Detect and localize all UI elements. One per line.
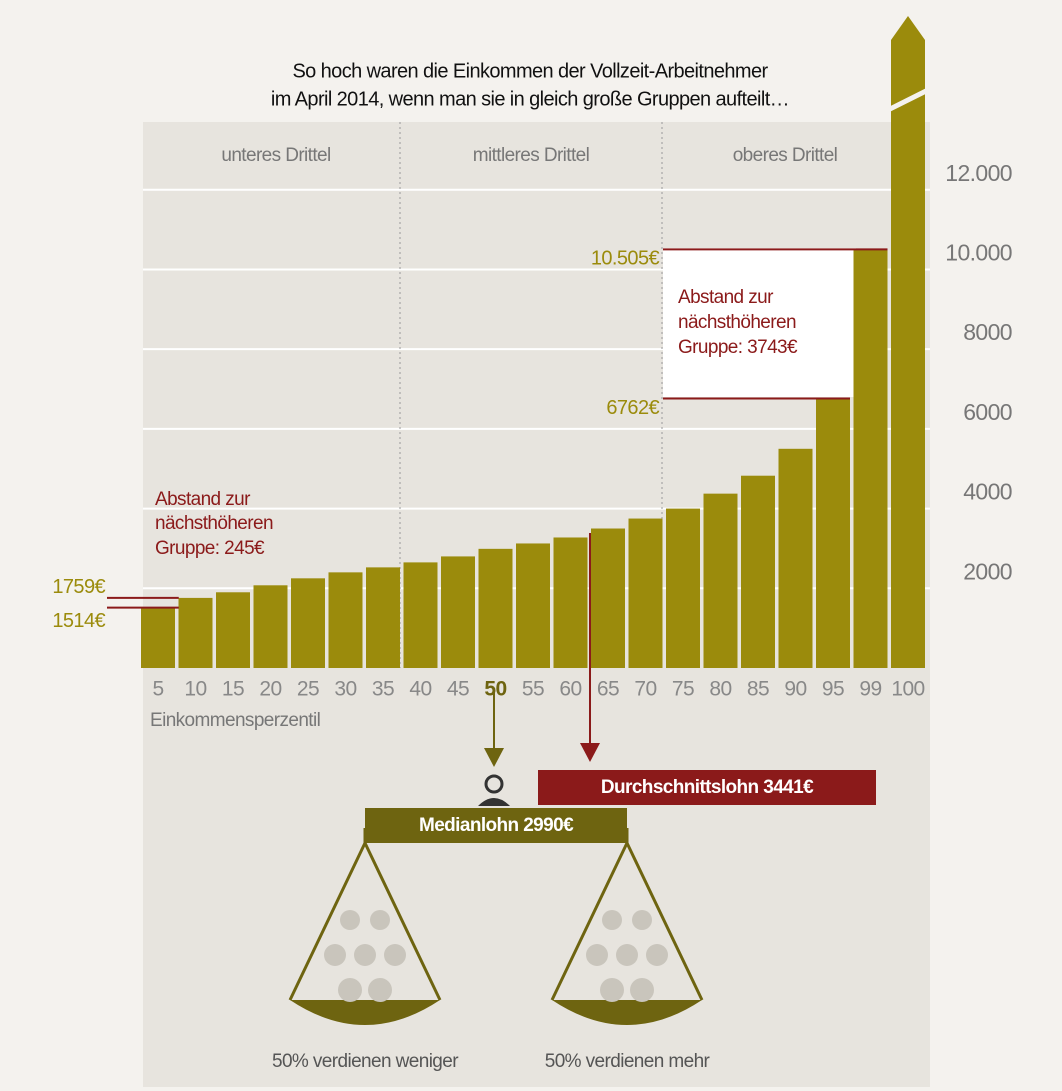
y-tick-label: 6000 bbox=[963, 399, 1012, 425]
x-tick-label: 25 bbox=[297, 678, 319, 701]
y-tick-label: 12.000 bbox=[945, 160, 1012, 186]
annotation: Abstand zur bbox=[155, 489, 251, 510]
x-tick-label: 99 bbox=[859, 678, 881, 701]
mean-label: Durchschnittslohn 3441€ bbox=[601, 777, 814, 798]
title: im April 2014, wenn man sie in gleich gr… bbox=[271, 88, 789, 110]
bar bbox=[591, 529, 625, 668]
bar bbox=[329, 572, 363, 668]
off-scale-bar bbox=[891, 16, 925, 668]
bar bbox=[404, 562, 438, 668]
annotation: Abstand zur bbox=[678, 287, 774, 308]
x-tick-label: 85 bbox=[747, 678, 769, 701]
y-tick-label: 10.000 bbox=[945, 240, 1012, 266]
bar bbox=[441, 556, 475, 668]
annotation: nächsthöheren bbox=[155, 513, 273, 534]
x-tick-label: 45 bbox=[447, 678, 469, 701]
x-tick-label: 20 bbox=[259, 678, 281, 701]
footnote: 50% verdienen mehr bbox=[545, 1051, 711, 1072]
x-tick-label: 100 bbox=[891, 678, 924, 701]
bar bbox=[666, 509, 700, 668]
x-tick-label: 95 bbox=[822, 678, 844, 701]
y-tick-label: 2000 bbox=[963, 558, 1012, 584]
bar bbox=[216, 592, 250, 668]
x-axis-label: Einkommensperzentil bbox=[150, 710, 320, 731]
y-tick-label: 8000 bbox=[963, 319, 1012, 345]
bar bbox=[516, 543, 550, 668]
x-tick-label: 75 bbox=[672, 678, 694, 701]
x-tick-label: 15 bbox=[222, 678, 244, 701]
median-label: Medianlohn 2990€ bbox=[419, 815, 574, 836]
x-tick-label: 30 bbox=[334, 678, 356, 701]
x-tick-label: 50 bbox=[484, 678, 506, 701]
bar bbox=[141, 608, 175, 668]
x-tick-label: 40 bbox=[409, 678, 431, 701]
bar bbox=[741, 476, 775, 668]
chart: So hoch waren die Einkommen der Vollzeit… bbox=[0, 0, 1062, 1091]
bar bbox=[479, 549, 513, 668]
bar bbox=[291, 578, 325, 668]
section-label: unteres Drittel bbox=[221, 145, 330, 166]
bar bbox=[554, 537, 588, 668]
bar bbox=[779, 449, 813, 668]
bar bbox=[179, 598, 213, 668]
x-tick-label: 10 bbox=[184, 678, 206, 701]
annotation: nächsthöheren bbox=[678, 312, 796, 333]
x-tick-label: 90 bbox=[784, 678, 806, 701]
bar bbox=[254, 585, 288, 668]
footnote: 50% verdienen weniger bbox=[272, 1051, 459, 1072]
bar bbox=[629, 519, 663, 668]
x-tick-label: 60 bbox=[559, 678, 581, 701]
value-label: 6762€ bbox=[606, 397, 659, 419]
x-tick-label: 65 bbox=[597, 678, 619, 701]
x-tick-label: 80 bbox=[709, 678, 731, 701]
bar bbox=[816, 399, 850, 668]
x-tick-label: 35 bbox=[372, 678, 394, 701]
value-label: 1759€ bbox=[52, 576, 105, 598]
bar bbox=[704, 494, 738, 668]
value-label: 10.505€ bbox=[591, 248, 660, 270]
annotation: Gruppe: 3743€ bbox=[678, 337, 798, 358]
x-tick-label: 5 bbox=[152, 678, 163, 701]
bar bbox=[854, 249, 888, 668]
section-label: oberes Drittel bbox=[733, 145, 838, 166]
x-tick-label: 70 bbox=[634, 678, 656, 701]
y-tick-label: 4000 bbox=[963, 479, 1012, 505]
annotation: Gruppe: 245€ bbox=[155, 538, 265, 559]
title: So hoch waren die Einkommen der Vollzeit… bbox=[292, 60, 768, 82]
bar bbox=[366, 567, 400, 668]
value-label: 1514€ bbox=[52, 610, 105, 632]
section-label: mittleres Drittel bbox=[473, 145, 589, 166]
x-tick-label: 55 bbox=[522, 678, 544, 701]
